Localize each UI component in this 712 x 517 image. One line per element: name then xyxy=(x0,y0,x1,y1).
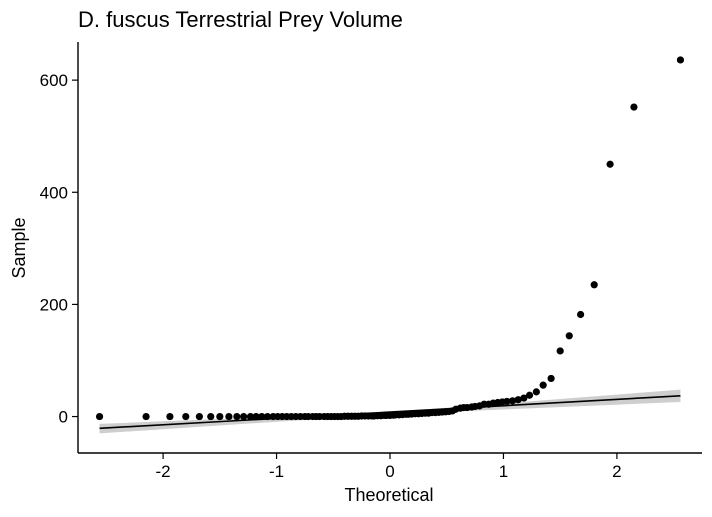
confidence-band-layer xyxy=(99,389,681,434)
data-point xyxy=(252,412,260,421)
data-point xyxy=(195,412,203,421)
data-point xyxy=(556,347,564,355)
data-point xyxy=(532,388,540,396)
confidence-band xyxy=(99,389,681,434)
chart-title: D. fuscus Terrestrial Prey Volume xyxy=(78,7,403,32)
y-tick-label: 600 xyxy=(40,71,68,90)
data-point xyxy=(246,412,255,421)
x-tick-label: 0 xyxy=(385,462,394,481)
data-point xyxy=(606,160,614,168)
data-point xyxy=(182,412,190,421)
data-point xyxy=(142,412,150,421)
data-point xyxy=(166,412,174,421)
data-point xyxy=(508,397,517,405)
data-point xyxy=(577,310,585,319)
data-point xyxy=(258,412,266,421)
y-tick-label: 0 xyxy=(59,408,68,427)
data-point xyxy=(590,281,598,289)
axes-layer: -2 -1 0 1 2 0 200 400 600 xyxy=(40,42,702,481)
x-tick-label: -1 xyxy=(269,462,284,481)
sample-points-layer xyxy=(95,56,685,421)
data-point xyxy=(240,412,248,421)
y-tick-label: 400 xyxy=(40,183,68,202)
x-tick-label: 2 xyxy=(612,462,621,481)
data-point xyxy=(503,397,511,406)
x-tick-label: -2 xyxy=(156,462,171,481)
data-point xyxy=(263,412,272,421)
data-point xyxy=(547,374,555,383)
data-point xyxy=(676,56,685,64)
data-point xyxy=(207,412,215,421)
data-point xyxy=(225,412,233,421)
data-point xyxy=(95,412,104,421)
x-tick-label: 1 xyxy=(499,462,508,481)
y-axis-label: Sample xyxy=(9,217,29,278)
y-tick-label: 200 xyxy=(40,295,68,314)
data-point xyxy=(539,381,547,389)
data-point xyxy=(565,332,573,340)
data-point xyxy=(520,394,528,402)
x-axis-label: Theoretical xyxy=(344,485,433,505)
data-point xyxy=(216,412,224,421)
data-point xyxy=(525,391,534,399)
data-point xyxy=(630,103,638,111)
data-point xyxy=(233,412,241,421)
data-point xyxy=(514,396,522,404)
